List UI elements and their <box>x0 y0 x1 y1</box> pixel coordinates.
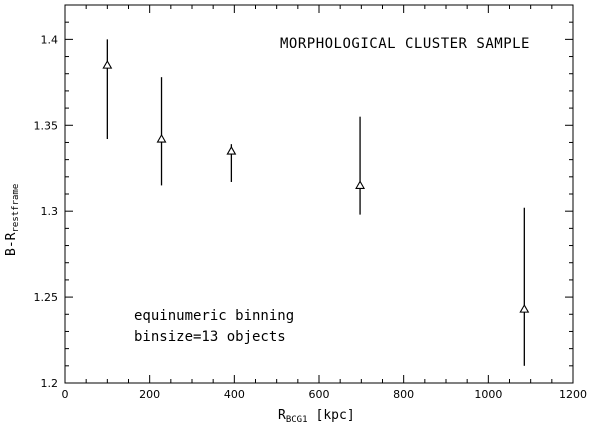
x-tick-label: 800 <box>393 388 414 401</box>
x-tick-label: 1200 <box>559 388 587 401</box>
y-axis-label-main: B-R <box>4 232 19 256</box>
x-tick-label: 400 <box>224 388 245 401</box>
y-tick-label: 1.4 <box>41 33 59 46</box>
annotation-binning: equinumeric binning <box>134 308 294 324</box>
x-tick-label: 200 <box>139 388 160 401</box>
tick-labels: 0 200 400 600 800 1000 1200 1.2 1.25 1.3 1.35 1.4 <box>34 33 588 401</box>
annotation-binsize: binsize=13 objects <box>134 329 286 345</box>
data-point-triangle <box>226 145 237 155</box>
x-axis-label-sub: BCG1 <box>286 415 308 425</box>
chart-title: MORPHOLOGICAL CLUSTER SAMPLE <box>280 36 530 52</box>
x-axis-title: RBCG1 [kpc] <box>278 408 355 425</box>
x-axis-label-unit: [kpc] <box>316 408 355 423</box>
data-point-triangle <box>519 304 530 313</box>
data-point-triangle <box>355 180 366 189</box>
y-tick-label: 1.35 <box>34 119 59 132</box>
y-tick-label: 1.2 <box>41 377 59 390</box>
x-tick-label: 1000 <box>474 388 502 401</box>
y-axis-label-sub: restframe <box>11 184 21 233</box>
data-point-triangle <box>102 60 113 69</box>
y-tick-label: 1.25 <box>34 291 59 304</box>
x-axis-label-main: R <box>278 408 286 423</box>
y-tick-label: 1.3 <box>41 205 59 218</box>
x-tick-label: 0 <box>62 388 69 401</box>
x-tick-label: 600 <box>309 388 330 401</box>
data-point-triangle <box>156 133 167 143</box>
plot-frame <box>64 4 574 384</box>
axis-ticks <box>64 4 574 384</box>
data-marks <box>102 39 530 366</box>
y-axis-title: B-Rrestframe <box>4 184 21 256</box>
